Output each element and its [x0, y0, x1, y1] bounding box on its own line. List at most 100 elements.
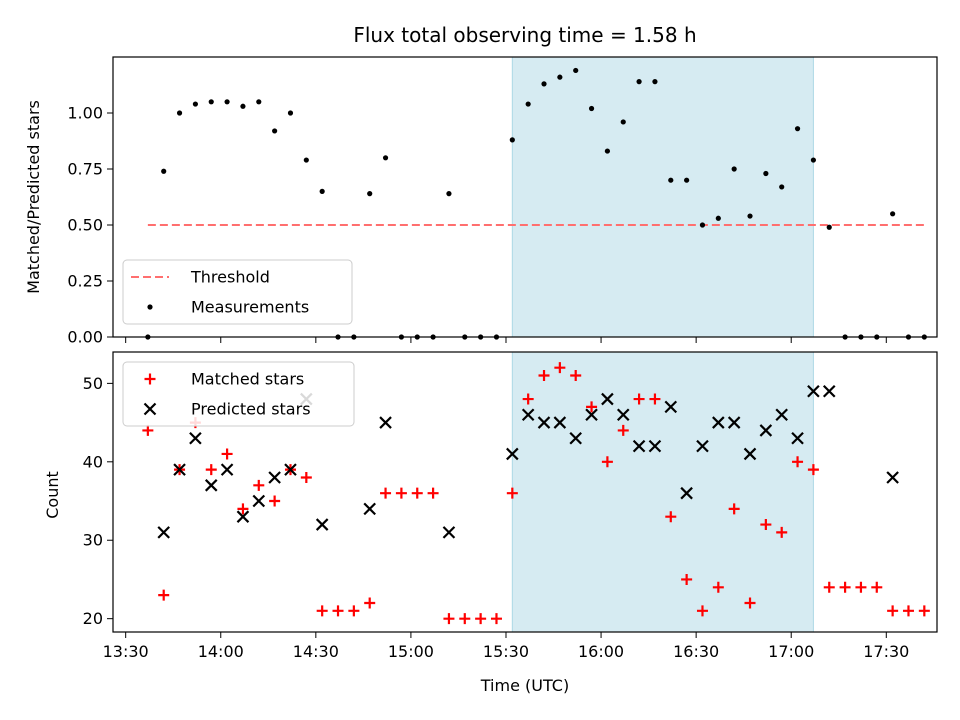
bottom-y-tick-label-0: 20 — [83, 609, 103, 628]
bottom-legend-label-0: Matched stars — [191, 370, 304, 389]
top-measurement-point-1 — [161, 168, 167, 174]
bottom-matched-point-42 — [807, 464, 819, 476]
bottom-predicted-point-19 — [585, 408, 598, 422]
bottom-predicted-point-29 — [743, 447, 757, 461]
bottom-matched-point-6 — [237, 503, 249, 515]
bottom-matched-point-31 — [633, 393, 645, 405]
bottom-matched-point-13 — [348, 605, 360, 617]
top-measurement-point-26 — [557, 74, 563, 80]
top-measurement-point-8 — [272, 128, 278, 134]
bottom-matched-point-36 — [712, 581, 724, 593]
top-y-tick-label-1: 0.25 — [67, 272, 103, 291]
bottom-matched-point-46 — [871, 581, 883, 593]
top-measurement-point-34 — [684, 177, 690, 183]
top-measurement-point-40 — [779, 184, 785, 190]
bottom-matched-point-37 — [728, 503, 740, 515]
top-measurement-point-41 — [794, 126, 801, 132]
bottom-matched-point-45 — [855, 581, 867, 593]
top-legend-marker-1 — [147, 304, 153, 310]
bottom-x-tick-label-1: 14:00 — [198, 642, 244, 661]
top-legend-label-1: Measurements — [191, 298, 309, 317]
top-measurement-point-37 — [731, 166, 737, 172]
top-measurement-point-24 — [525, 101, 531, 107]
bottom-matched-point-7 — [253, 479, 265, 491]
bottom-matched-point-0 — [142, 424, 154, 436]
bottom-matched-point-4 — [205, 464, 217, 476]
bottom-predicted-point-23 — [648, 439, 662, 453]
bottom-matched-point-10 — [300, 471, 312, 483]
bottom-legend-marker-0 — [144, 373, 156, 385]
top-measurement-point-10 — [303, 157, 309, 163]
top-plot-area: 0.00 0.25 0.50 0.75 1.00 Threshold Measurement… — [67, 56, 938, 347]
top-y-tick-label-4: 1.00 — [67, 104, 103, 123]
top-measurement-point-28 — [588, 105, 595, 112]
bottom-predicted-point-35 — [886, 471, 899, 484]
top-measurement-point-11 — [319, 188, 325, 194]
bottom-predicted-point-18 — [569, 431, 582, 445]
bottom-predicted-point-16 — [537, 416, 551, 429]
bottom-x-tick-label-4: 15:30 — [483, 642, 529, 661]
bottom-predicted-point-31 — [775, 408, 788, 422]
bottom-x-tick-label-3: 15:00 — [388, 642, 434, 661]
bottom-matched-point-29 — [601, 456, 613, 468]
bottom-legend-box — [122, 361, 355, 427]
bottom-predicted-point-11 — [363, 502, 376, 516]
bottom-x-tick-label-0: 13:30 — [103, 642, 149, 661]
bottom-matched-point-21 — [475, 613, 487, 625]
top-measurement-point-47 — [890, 211, 896, 217]
top-measurement-point-25 — [541, 81, 547, 87]
bottom-predicted-point-21 — [616, 408, 630, 422]
bottom-matched-point-26 — [554, 362, 566, 374]
top-measurement-point-15 — [382, 155, 389, 161]
top-measurement-point-5 — [224, 99, 230, 105]
bottom-predicted-point-27 — [712, 416, 725, 429]
bottom-matched-point-39 — [760, 519, 772, 531]
bottom-matched-point-34 — [681, 573, 693, 585]
top-chart-y-axis-label: Matched/Predicted stars — [24, 100, 43, 294]
bottom-predicted-point-20 — [601, 392, 614, 406]
bottom-chart-y-axis-label: Count — [43, 471, 62, 519]
bottom-matched-point-28 — [586, 401, 598, 413]
bottom-predicted-point-34 — [822, 384, 836, 398]
top-measurement-point-4 — [208, 99, 214, 105]
top-shaded-span — [511, 56, 814, 338]
top-measurement-point-9 — [287, 110, 294, 116]
bottom-predicted-point-32 — [791, 431, 804, 445]
top-measurement-point-19 — [446, 191, 452, 197]
top-measurement-point-43 — [826, 224, 832, 230]
bottom-y-tick-label-2: 40 — [83, 452, 103, 471]
bottom-predicted-point-17 — [553, 416, 567, 429]
bottom-predicted-point-2 — [189, 431, 202, 445]
bottom-matched-point-5 — [221, 448, 233, 460]
bottom-predicted-point-4 — [220, 463, 234, 476]
bottom-matched-point-49 — [918, 605, 930, 617]
bottom-predicted-point-10 — [315, 518, 329, 531]
top-measurement-point-42 — [810, 157, 817, 163]
bottom-shaded-span — [511, 351, 814, 633]
bottom-x-tick-label-7: 17:00 — [768, 642, 814, 661]
top-measurement-point-35 — [699, 222, 706, 228]
bottom-x-tick-label-8: 17:30 — [863, 642, 909, 661]
bottom-predicted-point-1 — [173, 463, 186, 476]
bottom-matched-point-43 — [823, 581, 835, 593]
bottom-legend-marker-1 — [143, 402, 157, 416]
bottom-predicted-point-13 — [442, 526, 456, 539]
bottom-predicted-point-3 — [204, 479, 218, 492]
top-measurement-point-14 — [367, 191, 373, 197]
top-frame — [112, 56, 938, 338]
top-chart-title: Flux total observing time = 1.58 h — [353, 23, 696, 47]
bottom-matched-point-16 — [395, 487, 407, 499]
bottom-matched-point-44 — [839, 581, 851, 593]
bottom-predicted-point-6 — [252, 494, 266, 508]
top-measurement-point-6 — [240, 103, 246, 109]
bottom-matched-point-8 — [269, 495, 281, 507]
bottom-matched-point-41 — [792, 456, 804, 468]
bottom-matched-point-35 — [696, 605, 708, 617]
top-y-tick-label-0: 0.00 — [67, 328, 103, 347]
bottom-predicted-point-0 — [157, 526, 170, 539]
top-measurement-point-3 — [192, 101, 198, 107]
bottom-legend-label-1: Predicted stars — [191, 400, 311, 419]
bottom-matched-point-32 — [649, 393, 661, 405]
bottom-matched-point-38 — [744, 597, 756, 609]
